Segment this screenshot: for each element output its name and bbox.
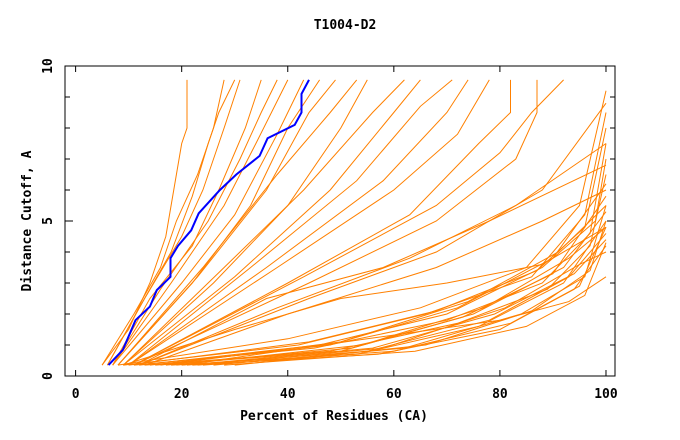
series-line-33 bbox=[165, 211, 607, 366]
series-line-45 bbox=[123, 226, 607, 366]
series-line-11 bbox=[122, 79, 368, 366]
series-line-3 bbox=[106, 79, 241, 366]
y-tick-label: 10 bbox=[41, 58, 56, 74]
chart-title: T1004-D2 bbox=[314, 18, 377, 33]
x-tick-label: 40 bbox=[280, 387, 296, 402]
series-line-36 bbox=[181, 233, 607, 366]
series-line-15 bbox=[128, 79, 469, 366]
series-line-1 bbox=[101, 79, 225, 366]
plot-frame bbox=[64, 65, 616, 377]
series-line-35 bbox=[176, 226, 607, 366]
x-tick-label: 60 bbox=[386, 387, 402, 402]
series-line-6 bbox=[112, 79, 289, 366]
series-line-42 bbox=[224, 242, 607, 366]
y-axis-label: Distance Cutoff, A bbox=[20, 150, 35, 291]
series-line-9 bbox=[117, 79, 336, 366]
series-line-7 bbox=[112, 79, 305, 366]
series-line-4 bbox=[112, 79, 262, 366]
series-line-16 bbox=[128, 79, 490, 366]
series-line-22 bbox=[139, 164, 607, 366]
series-group bbox=[101, 79, 607, 366]
series-line-37 bbox=[186, 239, 607, 366]
series-line-13 bbox=[122, 79, 421, 366]
x-axis-label: Percent of Residues (CA) bbox=[240, 409, 428, 424]
series-line-30 bbox=[149, 183, 607, 366]
y-tick-label: 5 bbox=[41, 217, 56, 225]
y-tick-label: 0 bbox=[41, 372, 56, 380]
series-line-14 bbox=[128, 79, 453, 366]
series-line-21 bbox=[139, 143, 607, 366]
series-line-23 bbox=[144, 189, 607, 366]
x-tick-label: 0 bbox=[72, 387, 80, 402]
series-line-39 bbox=[197, 251, 607, 366]
series-line-12 bbox=[122, 79, 405, 366]
x-tick-label: 20 bbox=[174, 387, 190, 402]
series-line-24 bbox=[117, 90, 607, 366]
series-line-43 bbox=[234, 220, 607, 366]
highlight-series-line bbox=[107, 79, 310, 366]
series-line-32 bbox=[160, 205, 607, 366]
series-line-0 bbox=[101, 79, 188, 366]
series-line-19 bbox=[133, 79, 538, 366]
series-line-44 bbox=[181, 276, 607, 366]
x-tick-label: 100 bbox=[594, 387, 618, 402]
x-tick-label: 80 bbox=[492, 387, 508, 402]
series-line-10 bbox=[117, 79, 358, 366]
series-line-26 bbox=[128, 127, 607, 366]
series-line-17 bbox=[133, 79, 511, 366]
axis-ticks: 0 20 40 60 80 100 0 5 10 bbox=[41, 58, 618, 402]
series-line-29 bbox=[144, 174, 607, 366]
series-line-18 bbox=[133, 79, 564, 366]
series-line-20 bbox=[139, 102, 607, 366]
